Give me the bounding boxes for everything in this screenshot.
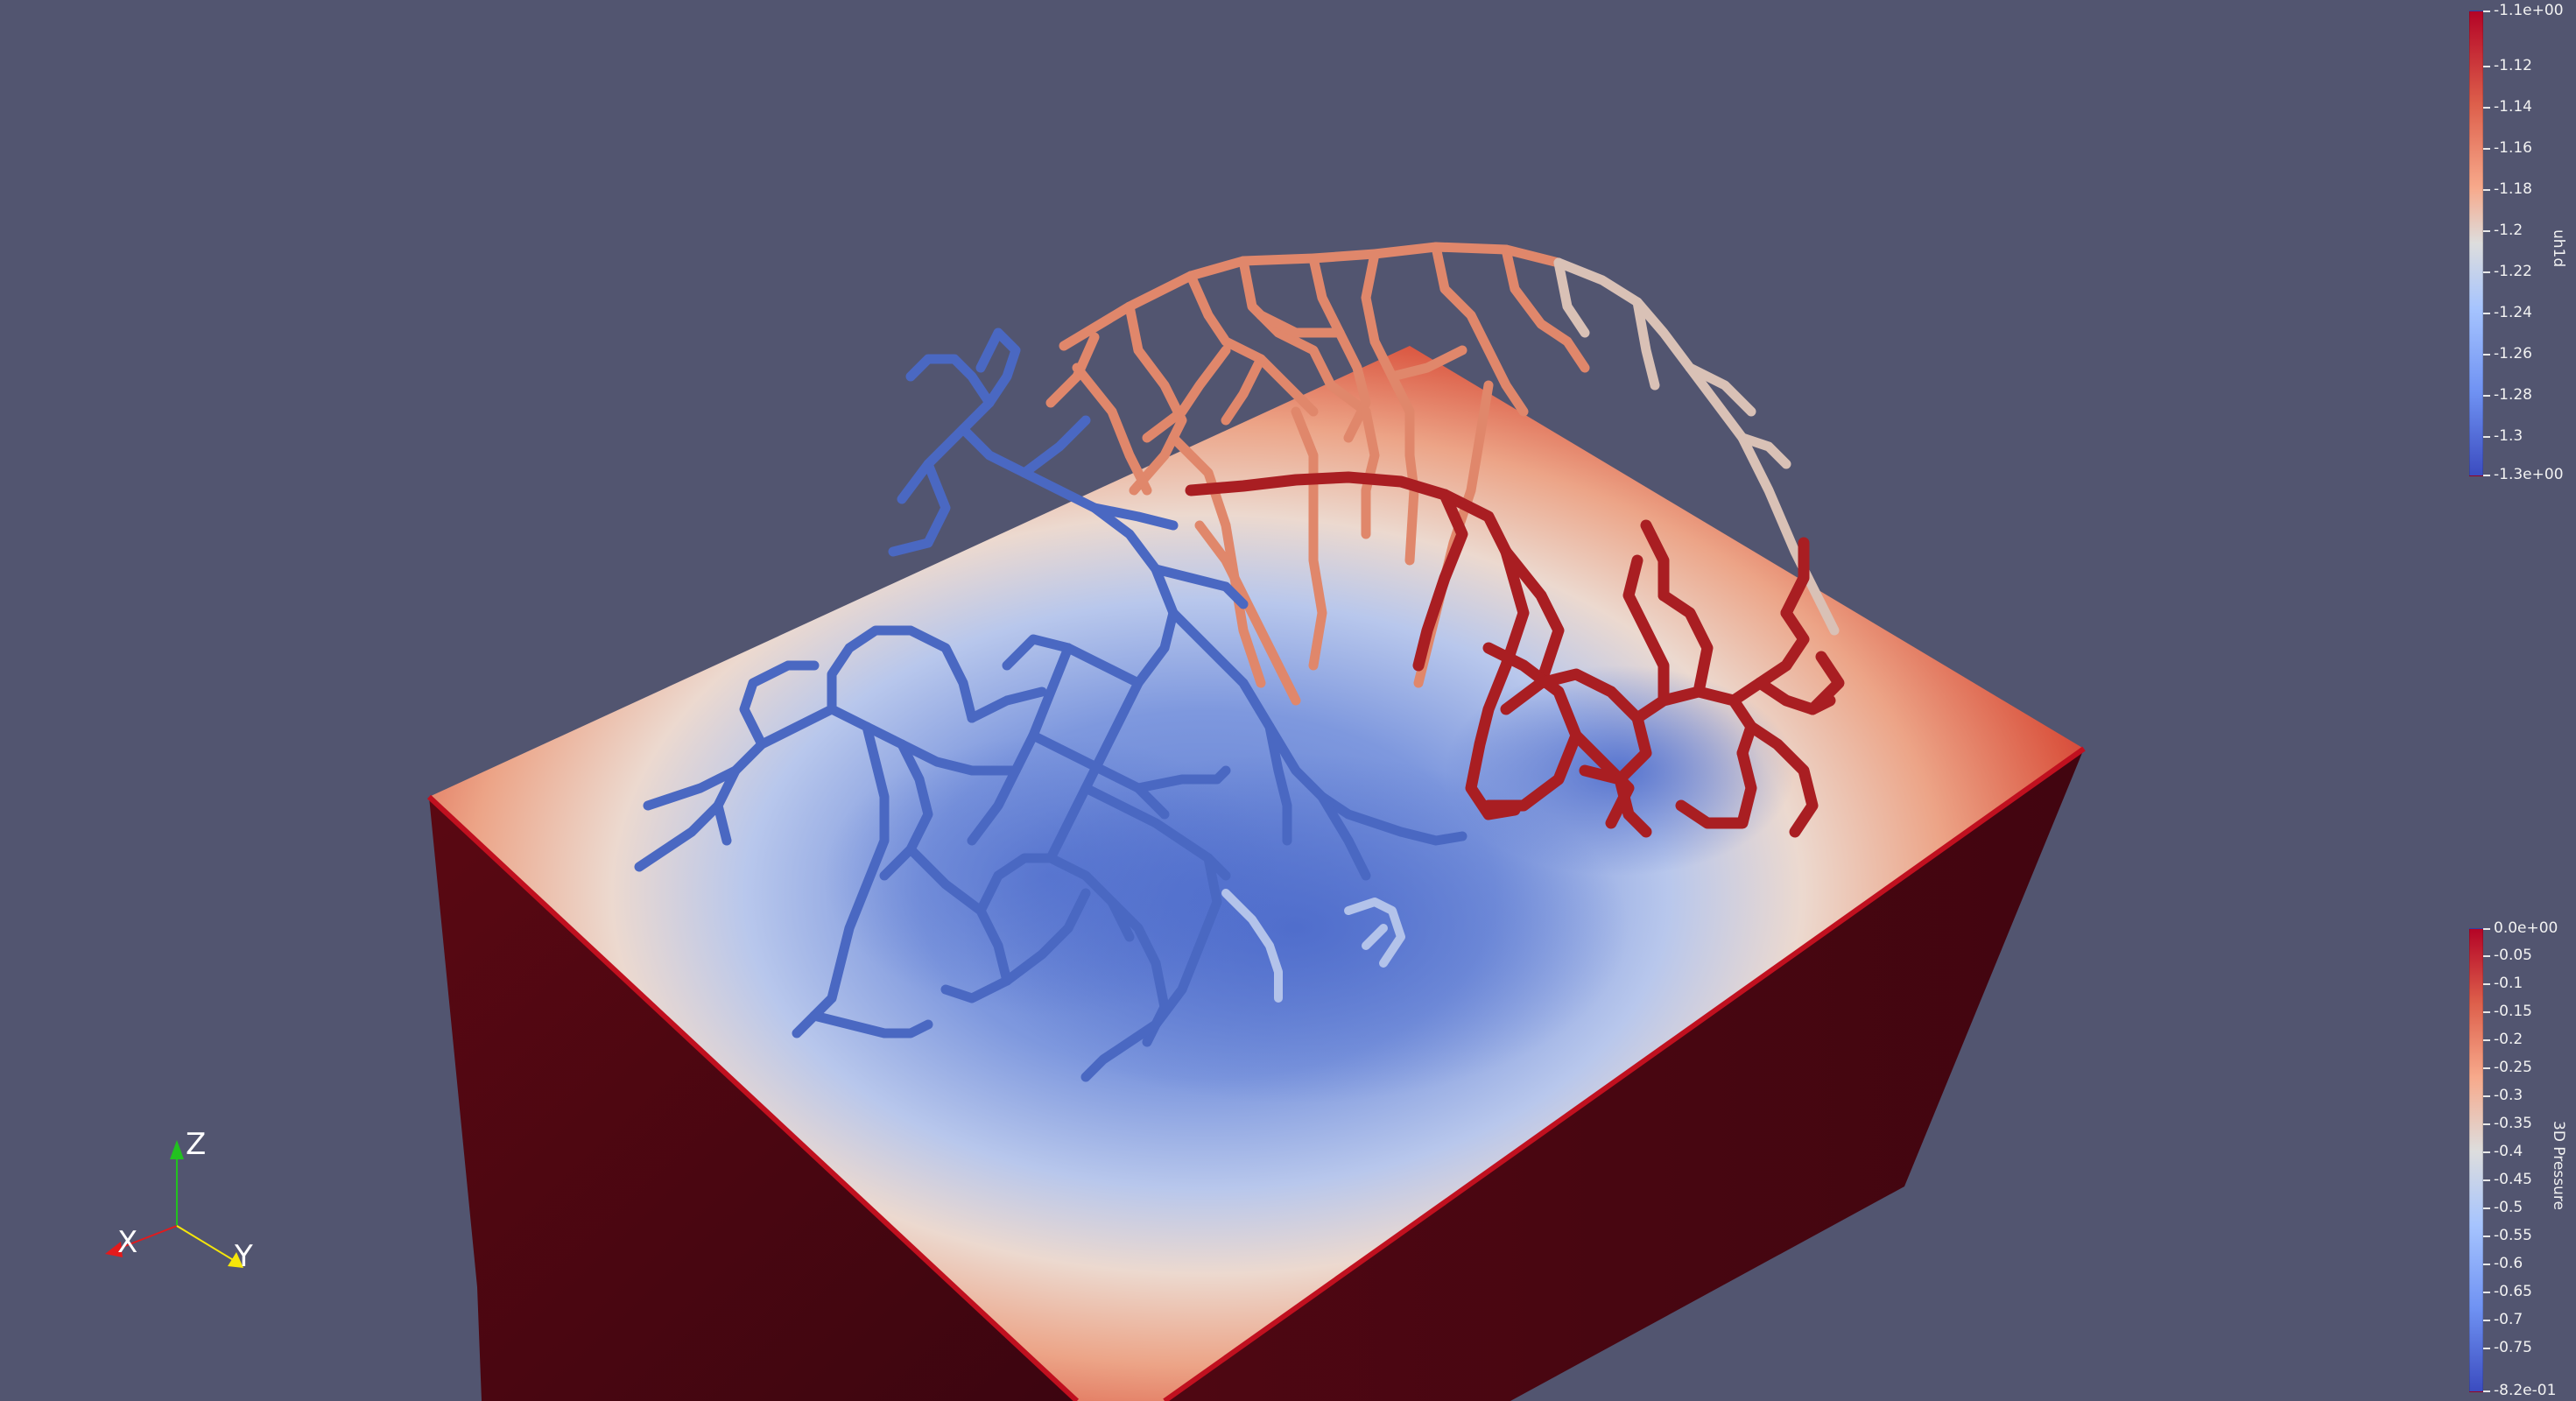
- colorbar-uh1d-tick: -1.26: [2483, 345, 2532, 363]
- vessel-network-red: [1185, 471, 1845, 838]
- colorbar-pressure-title: 3D Pressure: [2550, 1121, 2567, 1210]
- vessel-network-salmon: [1045, 242, 1590, 706]
- colorbar-uh1d-tick: -1.24: [2483, 304, 2532, 321]
- colorbar-pressure-tick: -0.4: [2482, 1143, 2523, 1160]
- colorbar-pressure-tick: -0.5: [2482, 1199, 2523, 1216]
- colorbar-pressure-tick: 0.0e+00: [2482, 919, 2558, 937]
- colorbar-uh1d-tick: -1.22: [2483, 263, 2532, 280]
- colorbar-uh1d-tick: -1.28: [2483, 386, 2532, 404]
- vessel-network-light-blue: [1221, 889, 1405, 1003]
- colorbar-uh1d: -1.1e+00 -1.12 -1.14 -1.16 -1.18 -1.2 -1…: [2469, 4, 2574, 482]
- colorbar-3d-pressure-gradient: [2469, 928, 2483, 1392]
- orientation-axes-icon: [105, 1140, 243, 1268]
- axis-z-label: Z: [186, 1127, 207, 1162]
- colorbar-uh1d-tick: -1.16: [2483, 139, 2532, 157]
- colorbar-pressure-tick: -0.2: [2482, 1031, 2523, 1048]
- colorbar-pressure-tick: -0.65: [2483, 1283, 2532, 1300]
- colorbar-uh1d-tick: -1.18: [2483, 180, 2532, 198]
- axis-y-label: Y: [235, 1239, 253, 1274]
- colorbar-uh1d-gradient: [2469, 11, 2483, 476]
- axis-x-label: X: [117, 1225, 138, 1260]
- colorbar-pressure-tick: -0.25: [2483, 1059, 2532, 1076]
- colorbar-pressure-tick: -0.6: [2482, 1255, 2523, 1272]
- colorbar-pressure-tick: -0.35: [2483, 1115, 2532, 1132]
- colorbar-pressure-tick: -0.15: [2483, 1003, 2532, 1020]
- colorbar-uh1d-tick: -1.2: [2482, 222, 2523, 239]
- colorbar-uh1d-tick: -1.3: [2482, 427, 2523, 445]
- colorbar-uh1d-title: uh1d: [2550, 229, 2567, 268]
- colorbar-pressure-tick: -0.55: [2483, 1227, 2532, 1244]
- colorbar-uh1d-tick: -1.1e+00: [2483, 2, 2564, 19]
- colorbar-uh1d-tick: -1.14: [2483, 98, 2532, 116]
- colorbar-pressure-tick: -8.2e-01: [2482, 1382, 2557, 1399]
- colorbar-pressure-tick: -0.3: [2482, 1087, 2523, 1104]
- colorbar-pressure-tick: -0.75: [2483, 1339, 2532, 1356]
- colorbar-pressure-tick: -0.1: [2482, 975, 2523, 992]
- colorbar-uh1d-tick: -1.3e+00: [2483, 466, 2564, 483]
- colorbar-uh1d-tick: -1.12: [2483, 57, 2532, 74]
- colorbar-pressure-tick: -0.05: [2483, 947, 2532, 964]
- vessel-network-blue: [634, 327, 1467, 1082]
- colorbar-pressure-tick: -0.7: [2482, 1311, 2523, 1328]
- orientation-axes: Z X Y: [88, 1130, 280, 1305]
- colorbar-3d-pressure: 0.0e+00 -0.05 -0.1 -0.15 -0.2 -0.25 -0.3…: [2469, 921, 2574, 1398]
- colorbar-pressure-tick: -0.45: [2483, 1171, 2532, 1188]
